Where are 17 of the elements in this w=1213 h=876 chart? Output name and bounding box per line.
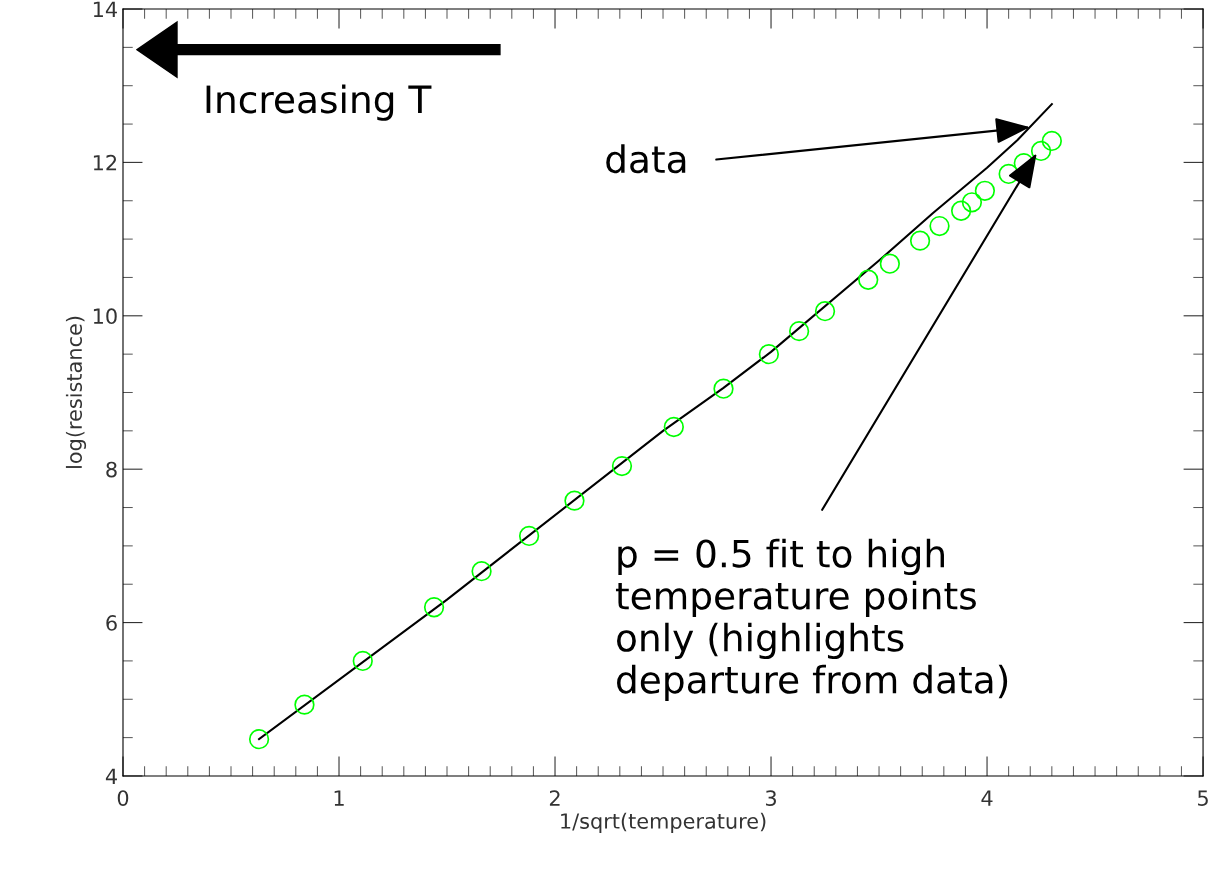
y-tick-label: 8 xyxy=(106,461,117,478)
annotation: data xyxy=(606,144,686,174)
y-axis-title: log(resistance) xyxy=(65,316,87,468)
x-tick-label: 1 xyxy=(334,790,344,806)
x-tick-label: 5 xyxy=(1198,790,1208,806)
x-axis-title: 1/sqrt(temperature) xyxy=(561,812,766,833)
y-tick-label: 4 xyxy=(105,768,117,784)
x-tick-label: 0 xyxy=(117,790,129,806)
x-tick-label: 2 xyxy=(549,790,560,806)
x-tick-label: 4 xyxy=(981,790,993,806)
annotation: p = 0.5 fit to high temperature points only (highlights departure from data) xyxy=(615,538,1008,702)
y-tick-label: 6 xyxy=(106,615,117,631)
y-tick-label: 10 xyxy=(93,308,117,325)
y-tick-label: 12 xyxy=(93,154,117,171)
x-tick-label: 3 xyxy=(765,790,776,806)
y-tick-label: 14 xyxy=(93,1,117,17)
annotation: Increasing T xyxy=(206,84,432,121)
